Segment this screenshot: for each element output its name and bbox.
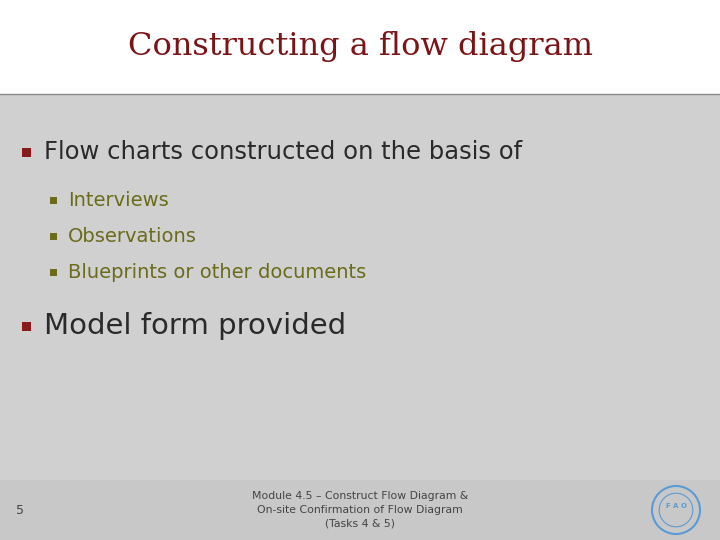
Bar	[22, 147, 31, 157]
Bar	[0, 0, 720, 94]
Text: Interviews: Interviews	[68, 191, 168, 210]
Bar	[50, 233, 57, 240]
Bar	[0, 480, 720, 540]
Text: A: A	[673, 503, 679, 509]
Bar	[22, 321, 31, 330]
Text: Model form provided: Model form provided	[44, 312, 346, 340]
Text: Constructing a flow diagram: Constructing a flow diagram	[127, 31, 593, 63]
Text: Module 4.5 – Construct Flow Diagram &
On-site Confirmation of Flow Diagram
(Task: Module 4.5 – Construct Flow Diagram & On…	[252, 491, 468, 529]
Bar	[50, 268, 57, 275]
Text: 5: 5	[16, 503, 24, 516]
Text: F: F	[665, 503, 670, 509]
Text: Observations: Observations	[68, 226, 197, 246]
Bar	[50, 197, 57, 204]
Text: Blueprints or other documents: Blueprints or other documents	[68, 262, 366, 281]
Text: Flow charts constructed on the basis of: Flow charts constructed on the basis of	[44, 140, 522, 164]
Text: O: O	[681, 503, 687, 509]
